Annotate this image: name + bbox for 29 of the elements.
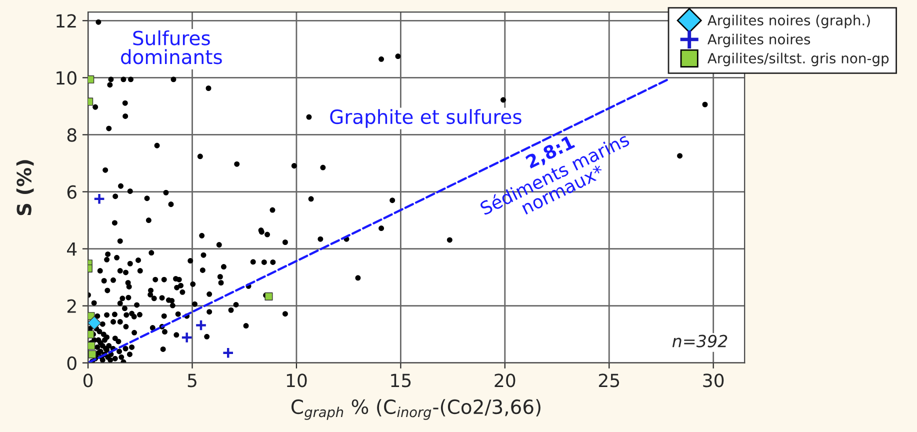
annotation: n=392: [672, 334, 728, 348]
legend-label: Argilites noires (graph.): [708, 14, 870, 28]
x-tick-label: 5: [188, 374, 196, 388]
x-tick-label: 25: [598, 374, 620, 388]
y-tick-label: 8: [67, 128, 76, 142]
point: [88, 75, 94, 84]
y-tick-label: 4: [67, 242, 77, 256]
legend-label: Argilites/siltst. gris non-gp: [708, 52, 889, 66]
point: [194, 319, 208, 332]
y-tick-label: 2: [67, 299, 76, 313]
x-tick-label: 0: [83, 374, 93, 388]
y-axis-title: S (%): [16, 160, 34, 216]
annotation: Graphite et sulfures: [330, 109, 522, 128]
point: [88, 342, 96, 350]
point: [180, 331, 193, 344]
legend-label: Argilites noires: [708, 34, 810, 48]
point: [222, 346, 234, 359]
x-tick-label: 20: [494, 374, 516, 388]
point: [88, 316, 102, 330]
point: [93, 192, 106, 205]
x-tick-label: 30: [703, 374, 724, 388]
annotation: Sulfures dominants: [121, 30, 222, 64]
y-tick-label: 10: [56, 71, 76, 85]
x-tick-label: 10: [286, 374, 307, 388]
y-tick-label: 0: [67, 356, 76, 370]
y-tick-label: 12: [56, 14, 76, 28]
x-axis-title: C$_{graph}$ % (C$_{inorg}$-(Co2/3,66): [292, 399, 540, 420]
x-tick-label: 15: [391, 374, 411, 388]
y-tick-label: 6: [67, 185, 76, 199]
